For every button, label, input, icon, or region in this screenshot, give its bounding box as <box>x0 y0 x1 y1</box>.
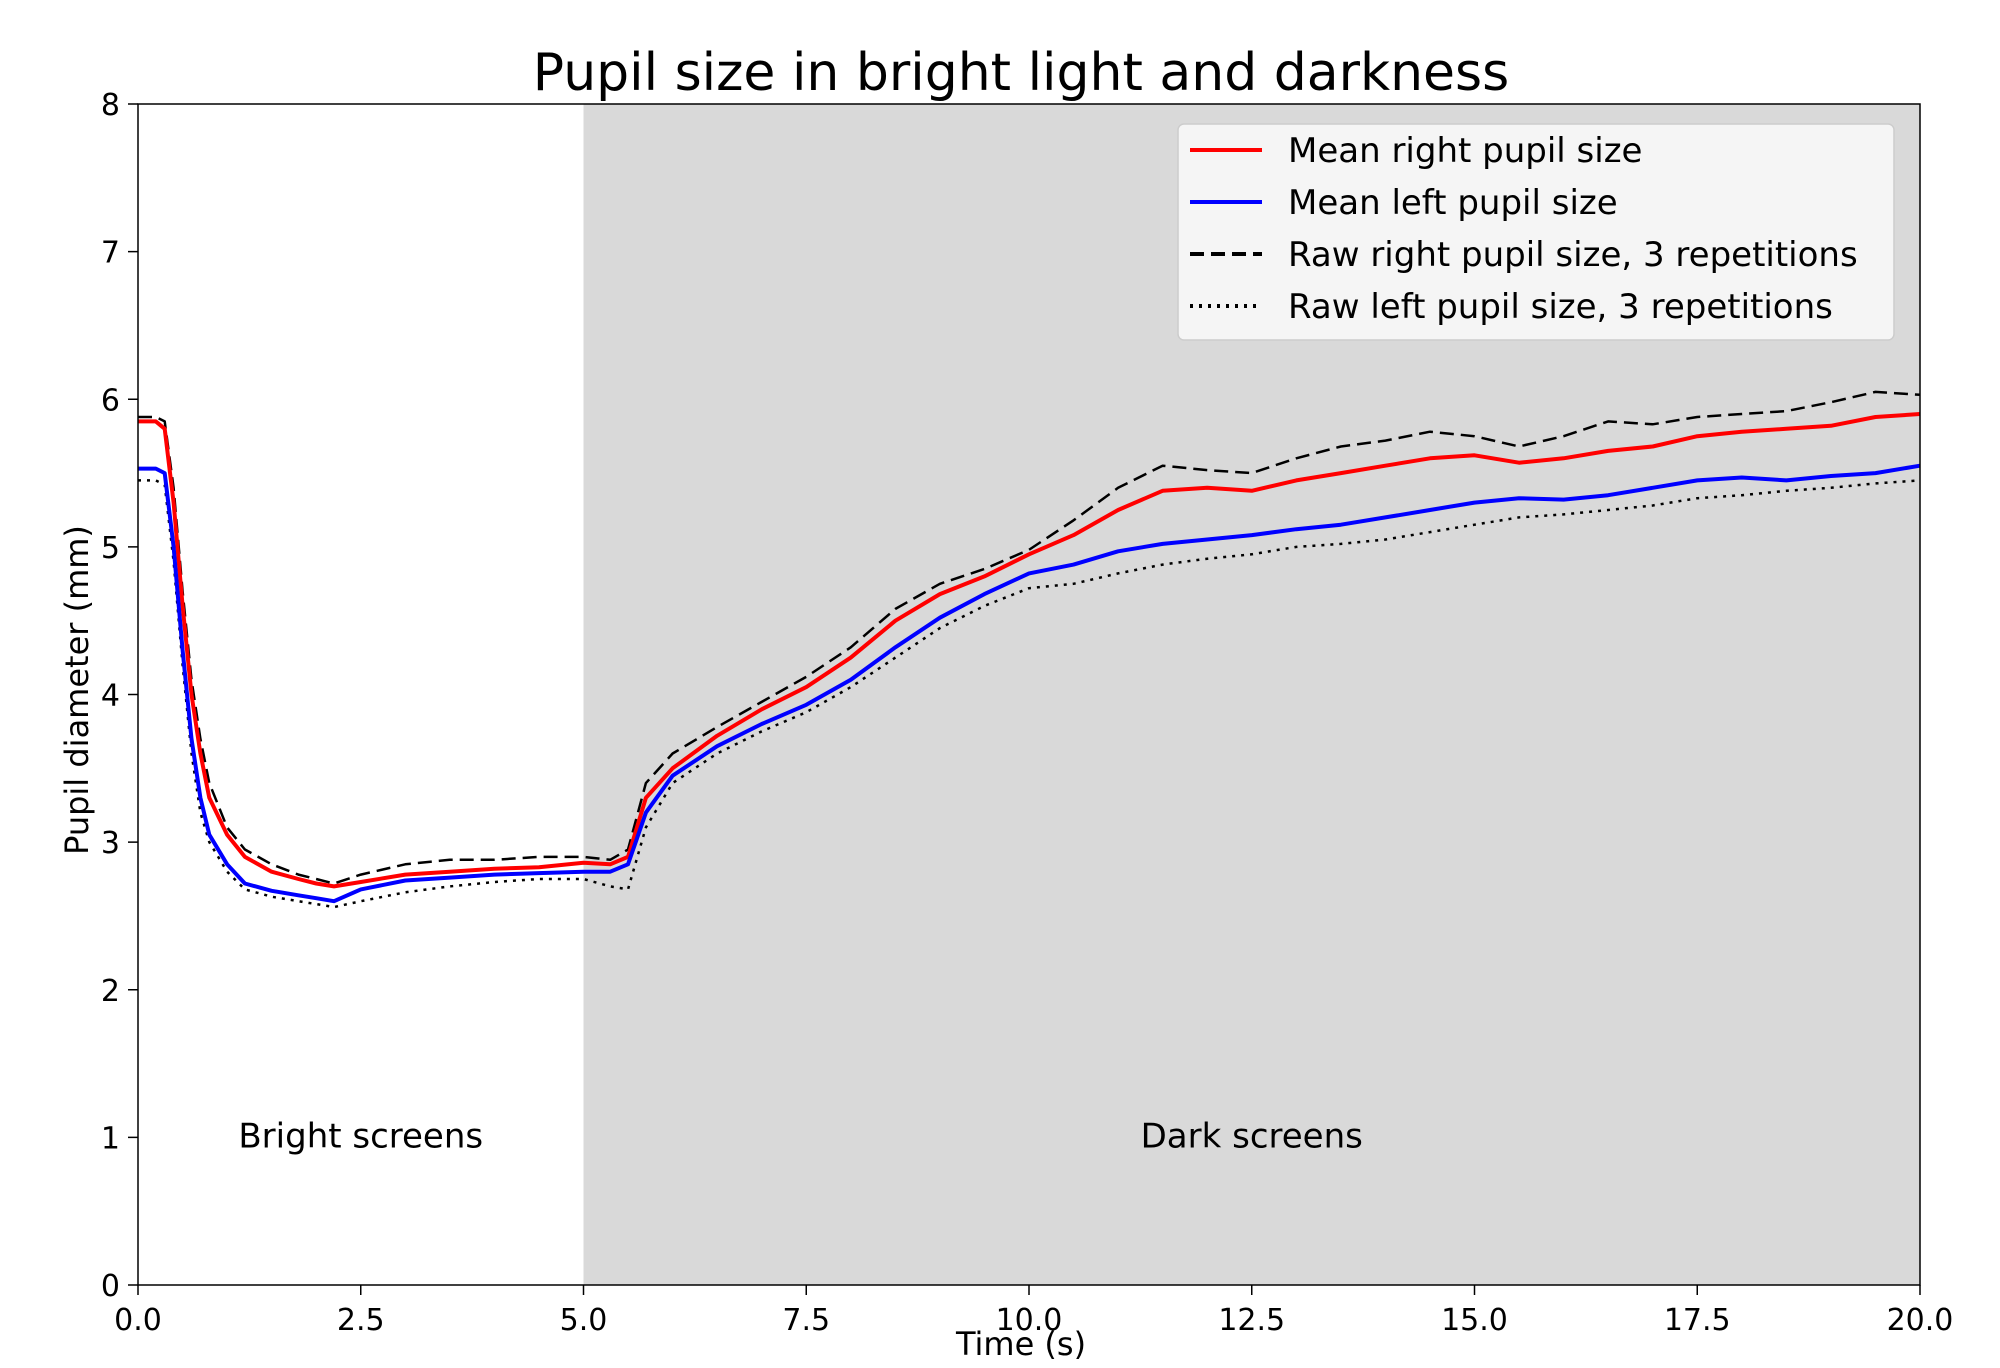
x-tick-label: 5.0 <box>560 1303 608 1338</box>
y-tick-label: 3 <box>101 826 120 861</box>
legend: Mean right pupil size Mean left pupil si… <box>1177 123 1895 341</box>
x-tick-label: 20.0 <box>1887 1303 1954 1338</box>
y-tick-label: 4 <box>101 679 120 714</box>
y-tick-label: 7 <box>101 236 120 271</box>
chart-title: Pupil size in bright light and darkness <box>533 43 1509 103</box>
y-tick-label: 2 <box>101 974 120 1009</box>
series-line-mean-right-pupil-size <box>138 412 1921 889</box>
x-tick-label: 15.0 <box>1441 1303 1508 1338</box>
legend-label-mean-right: Mean right pupil size <box>1288 131 1642 171</box>
series-line-raw-right-pupil-size-3-repetitions <box>138 390 1921 885</box>
x-tick-label: 12.5 <box>1218 1303 1285 1338</box>
x-tick-label: 10.0 <box>996 1303 1063 1338</box>
x-tick-label: 17.5 <box>1664 1303 1731 1338</box>
legend-label-raw-right: Raw right pupil size, 3 repetitions <box>1288 235 1858 275</box>
y-tick-label: 0 <box>101 1269 120 1304</box>
annotation-dark-screens: Dark screens <box>1141 1116 1363 1156</box>
legend-label-raw-left: Raw left pupil size, 3 repetitions <box>1288 287 1833 327</box>
legend-box <box>1177 123 1895 341</box>
y-tick-label: 8 <box>101 88 120 123</box>
y-axis-ticks: 0 1 2 3 4 5 6 7 8 <box>101 88 138 1304</box>
annotation-bright-screens: Bright screens <box>238 1116 483 1156</box>
x-axis-ticks: 0.0 2.5 5.0 7.5 10.0 12.5 15.0 17.5 20.0 <box>114 1285 1953 1338</box>
x-tick-label: 7.5 <box>782 1303 830 1338</box>
series-line-raw-left-pupil-size-3-repetitions <box>138 479 1921 909</box>
series-layer <box>138 390 1921 909</box>
y-tick-label: 1 <box>101 1121 120 1156</box>
series-line-mean-left-pupil-size <box>138 463 1921 904</box>
x-axis-label: Time (s) <box>955 1325 1086 1363</box>
legend-label-mean-left: Mean left pupil size <box>1288 183 1618 223</box>
y-tick-label: 6 <box>101 383 120 418</box>
y-axis-label: Pupil diameter (mm) <box>58 525 96 855</box>
y-tick-label: 5 <box>101 531 120 566</box>
x-tick-label: 0.0 <box>114 1303 162 1338</box>
x-tick-label: 2.5 <box>337 1303 385 1338</box>
